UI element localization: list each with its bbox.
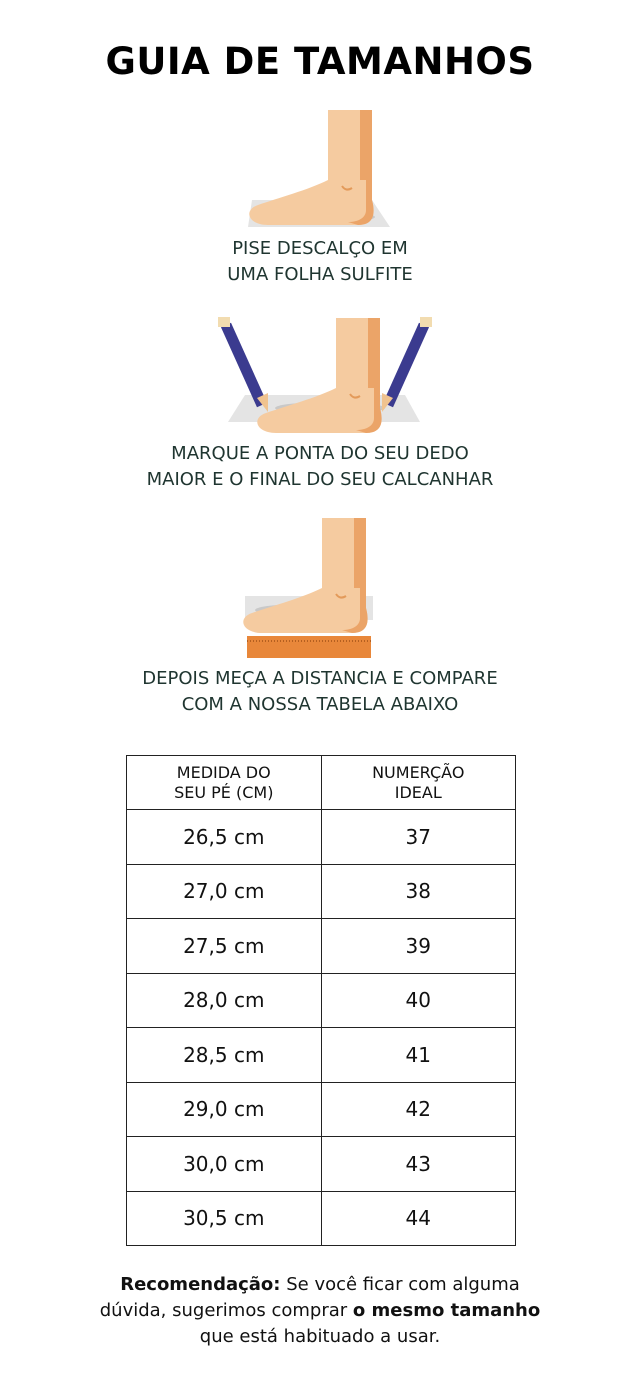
foot-length-cell: 27,0 cm	[126, 863, 322, 919]
table-header-row: MEDIDA DO SEU PÉ (CM) NUMERÇÃO IDEAL	[126, 755, 516, 810]
shoe-size-cell: 38	[320, 863, 516, 919]
ruler-icon	[247, 636, 371, 658]
shoe-size-cell: 43	[320, 1136, 516, 1192]
table-row: 26,5 cm 37	[126, 809, 516, 865]
foot-length-cell: 28,0 cm	[126, 972, 322, 1028]
foot-length-cell: 30,5 cm	[126, 1190, 322, 1246]
header-ideal-size: NUMERÇÃO IDEAL	[320, 755, 516, 810]
foot-icon	[242, 517, 369, 634]
shoe-size-cell: 44	[320, 1190, 516, 1246]
shoe-size-cell: 39	[320, 918, 516, 974]
shoe-size-cell: 40	[320, 972, 516, 1028]
shoe-size-cell: 37	[320, 809, 516, 865]
table-row: 30,5 cm 44	[126, 1190, 516, 1246]
pencil-left-icon	[218, 317, 268, 412]
table-row: 30,0 cm 43	[126, 1136, 516, 1192]
table-row: 27,5 cm 39	[126, 918, 516, 974]
shoe-size-cell: 41	[320, 1027, 516, 1083]
foot-marking-illustration	[218, 317, 432, 434]
step-2-text: MARQUE A PONTA DO SEU DEDO MAIOR E O FINA…	[146, 443, 494, 490]
step-3-text: DEPOIS MEÇA A DISTANCIA E COMPARE COM A N…	[142, 668, 498, 715]
header-foot-size: MEDIDA DO SEU PÉ (CM)	[126, 755, 322, 810]
foot-icon	[248, 109, 375, 226]
shoe-size-cell: 42	[320, 1081, 516, 1137]
size-table: MEDIDA DO SEU PÉ (CM) NUMERÇÃO IDEAL 26,5 …	[126, 755, 516, 1246]
foot-icon	[256, 317, 383, 434]
table-row: 27,0 cm 38	[126, 863, 516, 919]
foot-length-cell: 29,0 cm	[126, 1081, 322, 1137]
step-1-text: PISE DESCALÇO EM UMA FOLHA SULFITE	[227, 238, 413, 285]
pencil-right-icon	[382, 317, 432, 412]
foot-on-paper-illustration	[248, 109, 390, 227]
foot-length-cell: 27,5 cm	[126, 918, 322, 974]
page-title: GUIA DE TAMANHOS	[105, 40, 535, 83]
foot-length-cell: 30,0 cm	[126, 1136, 322, 1192]
foot-length-cell: 26,5 cm	[126, 809, 322, 865]
table-row: 28,5 cm 41	[126, 1027, 516, 1083]
foot-illustrations	[218, 109, 432, 658]
recommendation-text: Recomendação: Se você ficar com alguma d…	[99, 1274, 541, 1347]
table-row: 28,0 cm 40	[126, 972, 516, 1028]
table-row: 29,0 cm 42	[126, 1081, 516, 1137]
foot-length-cell: 28,5 cm	[126, 1027, 322, 1083]
foot-measuring-illustration	[242, 517, 373, 658]
